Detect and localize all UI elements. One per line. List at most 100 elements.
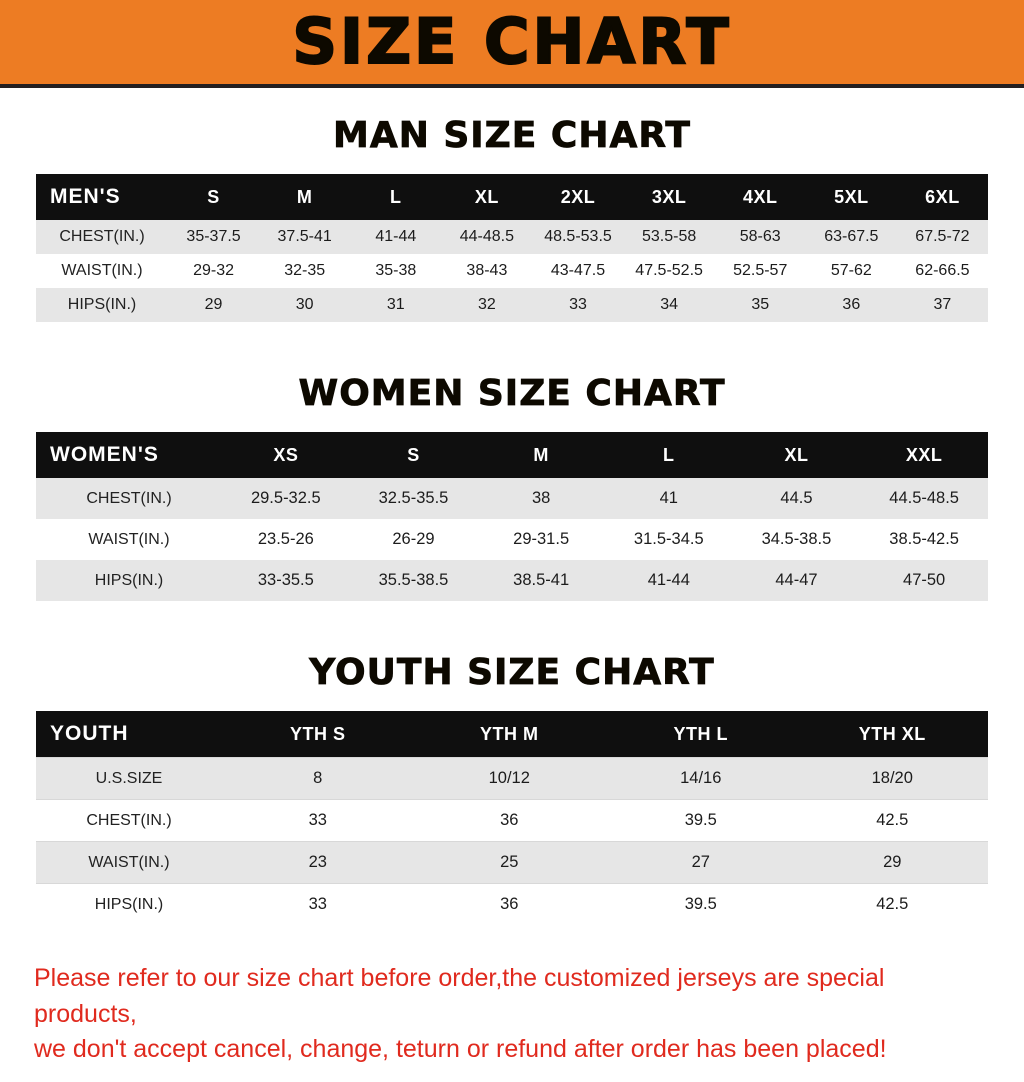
- notice-line-2: we don't accept cancel, change, teturn o…: [34, 1035, 887, 1063]
- cell-value: 47.5-52.5: [635, 262, 703, 279]
- table-header-man-size-chart: MEN'S S M L XL 2XL 3XL 4XL 5XL 6XL: [36, 174, 988, 220]
- table-row: CHEST(IN.) 33 36 39.5 42.5: [36, 799, 988, 842]
- cell-value: 53.5-58: [641, 228, 697, 245]
- row-label: CHEST(IN.): [86, 489, 172, 507]
- cell-value: 33: [308, 895, 327, 913]
- section-youth-size-chart: YOUTH SIZE CHART YOUTH YTH S YTH M YTH L YTH …: [0, 654, 1024, 925]
- cell-value: 67.5-72: [915, 228, 970, 245]
- table-body-man-size-chart: CHEST(IN.) 35-37.5 37.5-41 41-44 44-48.5 48.5…: [36, 220, 988, 322]
- table-row: HIPS(IN.) 33-35.5 35.5-38.5 38.5-41 41-44 44-…: [36, 560, 988, 601]
- cell-value: 33: [308, 811, 327, 829]
- cell-value: 29-31.5: [513, 530, 570, 548]
- cell-value: 35.5-38.5: [378, 571, 449, 589]
- section-heading-women-size-chart: WOMEN SIZE CHART: [298, 373, 726, 414]
- cell-value: 29.5-32.5: [250, 489, 321, 507]
- cell-value: 41-44: [375, 228, 417, 245]
- cell-value: 62-66.5: [915, 262, 970, 279]
- table-row: CHEST(IN.) 35-37.5 37.5-41 41-44 44-48.5 48.5…: [36, 220, 988, 254]
- table-row: U.S.SIZE 8 10/12 14/16 18/20: [36, 757, 988, 800]
- column-header: L: [350, 174, 442, 220]
- table-corner-label: WOMEN'S: [36, 432, 222, 478]
- column-header: XL: [732, 432, 861, 478]
- column-header: 6XL: [896, 174, 988, 220]
- table-header-row: YOUTH YTH S YTH M YTH L YTH XL: [36, 711, 988, 758]
- row-label: U.S.SIZE: [95, 769, 163, 787]
- row-label: HIPS(IN.): [67, 296, 137, 313]
- table-body-women-size-chart: CHEST(IN.) 29.5-32.5 32.5-35.5 38 41 44.5 44.5…: [36, 478, 988, 601]
- cell-value: 18/20: [871, 769, 913, 787]
- column-header: 2XL: [532, 174, 624, 220]
- column-header: 4XL: [714, 174, 806, 220]
- cell-value: 38: [531, 489, 551, 507]
- column-header: M: [259, 174, 351, 220]
- cell-value: 32.5-35.5: [378, 489, 449, 507]
- cell-value: 23: [308, 853, 327, 871]
- table-row: HIPS(IN.) 29 30 31 32 33 34 35 36 37: [36, 288, 988, 322]
- cell-value: 36: [500, 811, 519, 829]
- cell-value: 52.5-57: [733, 262, 788, 279]
- row-label: HIPS(IN.): [94, 895, 164, 913]
- table-row: WAIST(IN.) 29-32 32-35 35-38 38-43 43-47.5 47.…: [36, 254, 988, 288]
- row-label: WAIST(IN.): [61, 262, 143, 279]
- column-header: YTH M: [413, 711, 605, 758]
- cell-value: 36: [842, 296, 861, 313]
- cell-value: 38.5-42.5: [889, 530, 959, 548]
- cell-value: 32: [477, 296, 496, 313]
- section-heading-man-size-chart: MAN SIZE CHART: [333, 115, 691, 156]
- cell-value: 32-35: [284, 262, 326, 279]
- cell-value: 23.5-26: [257, 530, 314, 548]
- column-header: XL: [441, 174, 533, 220]
- table-row: CHEST(IN.) 29.5-32.5 32.5-35.5 38 41 44.5 44.5…: [36, 478, 988, 519]
- cell-value: 27: [691, 853, 710, 871]
- section-women-size-chart: WOMEN SIZE CHART WOMEN'S XS S M L XL XXL CHEST(I…: [0, 373, 1024, 601]
- cell-value: 33-35.5: [257, 571, 314, 589]
- cell-value: 58-63: [739, 228, 781, 245]
- cell-value: 44.5-48.5: [889, 489, 959, 507]
- cell-value: 14/16: [680, 769, 722, 787]
- column-header: YTH XL: [796, 711, 988, 758]
- notice-line-1: Please refer to our size chart before or…: [34, 964, 885, 1028]
- table-row: WAIST(IN.) 23.5-26 26-29 29-31.5 31.5-34.5 34…: [36, 519, 988, 560]
- cell-value: 31.5-34.5: [633, 530, 704, 548]
- column-header: L: [604, 432, 733, 478]
- cell-value: 41-44: [647, 571, 690, 589]
- cell-value: 48.5-53.5: [544, 228, 612, 245]
- cell-value: 29: [204, 296, 223, 313]
- row-label: WAIST(IN.): [88, 853, 170, 871]
- footer-notice: Please refer to our size chart before or…: [0, 961, 1024, 1068]
- column-header: YTH S: [222, 711, 414, 758]
- size-table-women-size-chart: WOMEN'S XS S M L XL XXL CHEST(IN.) 29.5-32.5 32.5…: [36, 432, 988, 601]
- column-header: 5XL: [805, 174, 897, 220]
- cell-value: 42.5: [876, 895, 909, 913]
- cell-value: 31: [386, 296, 405, 313]
- cell-value: 33: [569, 296, 587, 313]
- cell-value: 38-43: [466, 262, 508, 279]
- table-header-youth-size-chart: YOUTH YTH S YTH M YTH L YTH XL: [36, 711, 988, 758]
- cell-value: 57-62: [830, 262, 872, 279]
- table-body-youth-size-chart: U.S.SIZE 8 10/12 14/16 18/20 CHEST(IN.) 33 36 39…: [36, 757, 988, 925]
- cell-value: 37.5-41: [277, 228, 332, 245]
- row-label: WAIST(IN.): [88, 530, 170, 548]
- banner: SIZE CHART: [0, 0, 1024, 88]
- cell-value: 35-37.5: [186, 228, 241, 245]
- table-row: HIPS(IN.) 33 36 39.5 42.5: [36, 883, 988, 925]
- row-label: CHEST(IN.): [59, 228, 145, 245]
- row-label: HIPS(IN.): [94, 571, 164, 589]
- cell-value: 8: [313, 769, 323, 787]
- cell-value: 35: [751, 296, 770, 313]
- table-header-row: WOMEN'S XS S M L XL XXL: [36, 432, 988, 478]
- table-corner-label: MEN'S: [36, 174, 168, 220]
- cell-value: 47-50: [903, 571, 946, 589]
- cell-value: 26-29: [392, 530, 435, 548]
- size-table-man-size-chart: MEN'S S M L XL 2XL 3XL 4XL 5XL 6XL CHEST(IN.) 35-37…: [36, 174, 988, 322]
- table-row: WAIST(IN.) 23 25 27 29: [36, 841, 988, 884]
- cell-value: 39.5: [684, 811, 717, 829]
- column-header: S: [349, 432, 478, 478]
- table-header-women-size-chart: WOMEN'S XS S M L XL XXL: [36, 432, 988, 478]
- column-header: 3XL: [623, 174, 715, 220]
- size-table-youth-size-chart: YOUTH YTH S YTH M YTH L YTH XL U.S.SIZE 8 10/12…: [36, 711, 988, 925]
- section-man-size-chart: MAN SIZE CHART MEN'S S M L XL 2XL 3XL 4XL 5XL 6XL C…: [0, 115, 1024, 322]
- cell-value: 10/12: [488, 769, 530, 787]
- row-label: CHEST(IN.): [86, 811, 172, 829]
